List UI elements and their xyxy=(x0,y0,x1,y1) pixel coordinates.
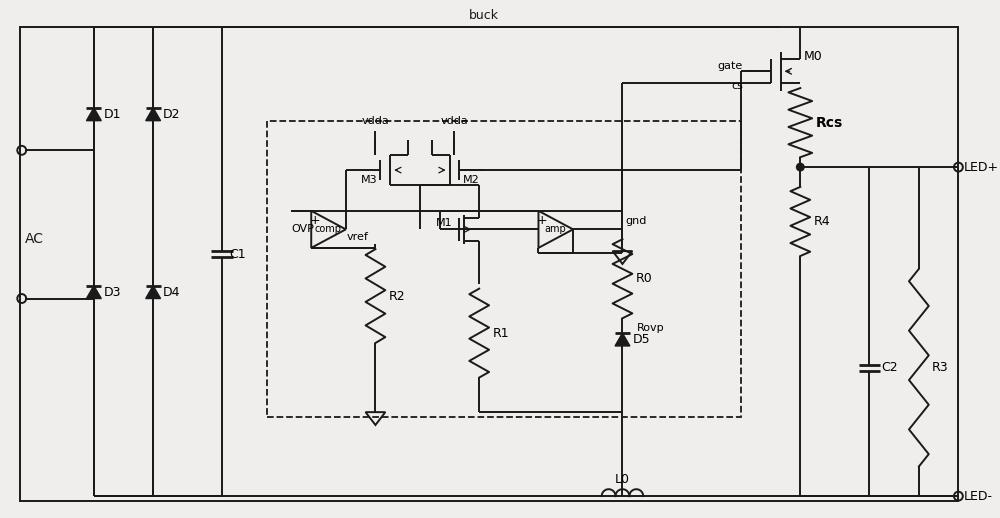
Text: OVP: OVP xyxy=(291,224,314,234)
Text: LED+: LED+ xyxy=(963,161,998,174)
Text: M2: M2 xyxy=(462,175,479,185)
Text: buck: buck xyxy=(469,9,499,22)
Text: R0: R0 xyxy=(636,272,653,285)
Text: M0: M0 xyxy=(803,50,822,63)
Text: M1: M1 xyxy=(436,219,453,228)
Polygon shape xyxy=(615,333,630,346)
Text: vref: vref xyxy=(347,233,369,242)
Text: D1: D1 xyxy=(104,108,121,121)
Text: vdda: vdda xyxy=(441,116,468,126)
Text: gnd: gnd xyxy=(625,217,647,226)
Polygon shape xyxy=(86,108,101,121)
Text: vdda: vdda xyxy=(362,116,389,126)
Text: C1: C1 xyxy=(229,248,246,261)
Text: L0: L0 xyxy=(615,473,630,486)
Text: R1: R1 xyxy=(493,327,509,340)
Polygon shape xyxy=(146,285,161,298)
Text: +: + xyxy=(310,214,320,227)
Text: cs: cs xyxy=(731,81,743,91)
Text: LED-: LED- xyxy=(963,490,992,502)
Circle shape xyxy=(797,163,804,171)
Text: R2: R2 xyxy=(389,290,405,303)
Text: D5: D5 xyxy=(632,333,650,346)
Text: R3: R3 xyxy=(932,361,949,374)
Text: +: + xyxy=(537,214,548,227)
Text: D3: D3 xyxy=(104,285,121,298)
Polygon shape xyxy=(146,108,161,121)
Text: M3: M3 xyxy=(361,175,377,185)
Text: D4: D4 xyxy=(163,285,181,298)
Text: C2: C2 xyxy=(881,361,898,374)
Text: comp: comp xyxy=(315,224,342,234)
Text: gate: gate xyxy=(718,61,743,71)
Bar xyxy=(267,121,741,417)
Text: amp: amp xyxy=(544,224,566,234)
Text: Rovp: Rovp xyxy=(637,323,665,333)
Polygon shape xyxy=(86,285,101,298)
Text: Rcs: Rcs xyxy=(816,116,843,130)
Text: D2: D2 xyxy=(163,108,181,121)
Text: R4: R4 xyxy=(814,215,830,228)
Text: AC: AC xyxy=(25,232,44,246)
